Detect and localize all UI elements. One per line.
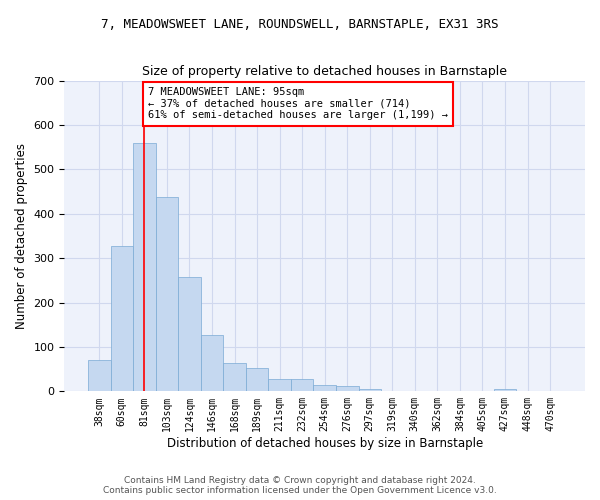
Text: 7 MEADOWSWEET LANE: 95sqm
← 37% of detached houses are smaller (714)
61% of semi: 7 MEADOWSWEET LANE: 95sqm ← 37% of detac… <box>148 87 448 120</box>
X-axis label: Distribution of detached houses by size in Barnstaple: Distribution of detached houses by size … <box>167 437 483 450</box>
Bar <box>178 277 201 392</box>
Bar <box>359 389 381 392</box>
Text: Contains HM Land Registry data © Crown copyright and database right 2024.
Contai: Contains HM Land Registry data © Crown c… <box>103 476 497 495</box>
Bar <box>313 384 336 392</box>
Bar <box>223 364 246 392</box>
Title: Size of property relative to detached houses in Barnstaple: Size of property relative to detached ho… <box>142 65 507 78</box>
Bar <box>201 334 223 392</box>
Bar <box>88 360 110 392</box>
Bar <box>246 368 268 392</box>
Y-axis label: Number of detached properties: Number of detached properties <box>15 143 28 329</box>
Bar <box>155 198 178 392</box>
Bar <box>133 142 155 392</box>
Bar <box>494 389 516 392</box>
Bar <box>110 246 133 392</box>
Bar <box>268 379 291 392</box>
Bar <box>291 379 313 392</box>
Bar <box>336 386 359 392</box>
Text: 7, MEADOWSWEET LANE, ROUNDSWELL, BARNSTAPLE, EX31 3RS: 7, MEADOWSWEET LANE, ROUNDSWELL, BARNSTA… <box>101 18 499 30</box>
